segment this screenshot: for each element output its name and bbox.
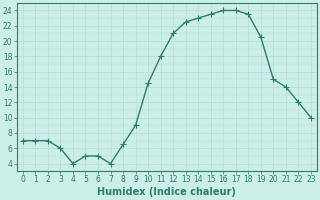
X-axis label: Humidex (Indice chaleur): Humidex (Indice chaleur) [98, 187, 236, 197]
